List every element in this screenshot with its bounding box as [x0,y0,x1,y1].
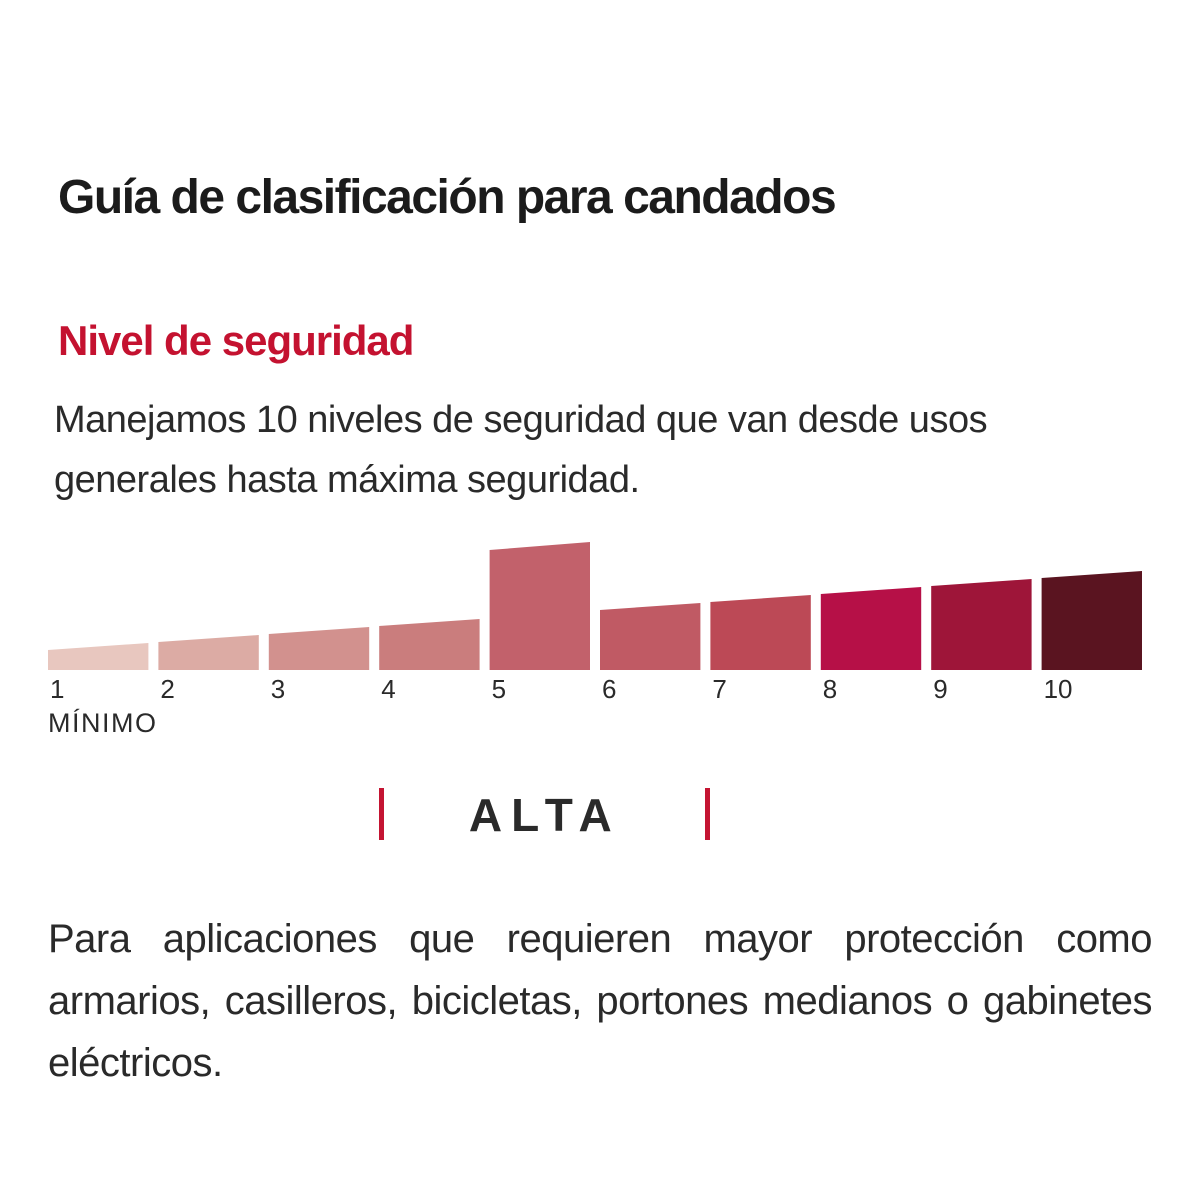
security-bar-10 [1041,571,1142,670]
security-bar-9 [931,579,1032,670]
footer-paragraph: Para aplicaciones que requieren mayor pr… [48,917,1153,1085]
bar-label-2: 2 [160,674,174,704]
section-heading: Nivel de seguridad [58,316,414,364]
bar-label-7: 7 [712,674,726,704]
bar-label-10: 10 [1044,674,1073,704]
minimum-annotation: MÍNIMO [48,708,158,738]
security-bar-7 [710,595,811,670]
security-bar-4 [379,619,480,670]
security-bar-6 [600,603,701,670]
bar-label-6: 6 [602,674,616,704]
bar-label-8: 8 [823,674,837,704]
bar-label-1: 1 [50,674,64,704]
security-bar-3 [268,627,370,670]
range-label: ALTA [468,789,621,841]
bar-label-3: 3 [271,674,285,704]
bar-label-5: 5 [492,674,506,704]
security-bar-8 [820,587,922,670]
bar-label-9: 9 [933,674,947,704]
intro-paragraph: Manejamos 10 niveles de seguridad que va… [54,399,988,501]
security-bar-5 [489,542,590,670]
security-level-chart: 1 2 3 4 5 6 7 8 9 10 MÍNIMO [48,542,1142,738]
range-marker: ALTA [379,786,711,842]
range-tick-left-icon [379,788,385,840]
bar-label-4: 4 [381,674,395,704]
page-title: Guía de clasificación para candados [58,171,837,225]
security-bar-1 [48,643,149,670]
range-tick-right-icon [705,788,711,840]
security-bar-2 [158,635,259,670]
